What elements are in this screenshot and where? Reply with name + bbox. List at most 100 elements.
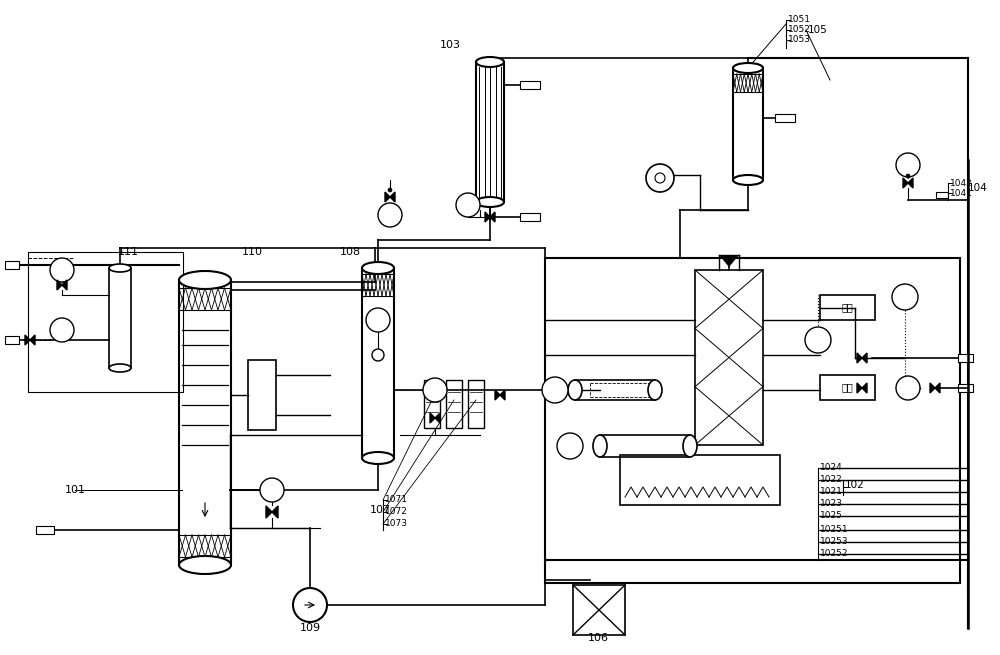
Bar xyxy=(5,261,19,269)
Text: LI: LI xyxy=(551,386,559,394)
Text: 1022: 1022 xyxy=(820,476,843,485)
Circle shape xyxy=(423,378,447,402)
Text: 1041: 1041 xyxy=(950,189,973,198)
Text: BI: BI xyxy=(814,335,822,345)
Circle shape xyxy=(646,164,674,192)
Polygon shape xyxy=(430,413,435,423)
Text: 1023: 1023 xyxy=(820,500,843,508)
Ellipse shape xyxy=(372,349,384,361)
Polygon shape xyxy=(908,178,913,188)
Text: 1072: 1072 xyxy=(385,508,408,517)
Text: 110: 110 xyxy=(242,247,263,257)
Bar xyxy=(28,252,183,392)
Text: PC: PC xyxy=(56,265,68,274)
Text: 10253: 10253 xyxy=(820,538,849,546)
Bar xyxy=(620,455,780,505)
Polygon shape xyxy=(719,255,739,267)
Bar xyxy=(248,360,276,430)
Bar xyxy=(695,270,763,445)
Polygon shape xyxy=(385,192,390,202)
Bar xyxy=(36,526,54,534)
Circle shape xyxy=(896,153,920,177)
Bar xyxy=(5,336,19,344)
Polygon shape xyxy=(272,506,278,518)
Polygon shape xyxy=(57,280,62,290)
Bar xyxy=(545,258,960,583)
Circle shape xyxy=(805,327,831,353)
Polygon shape xyxy=(30,335,35,345)
Polygon shape xyxy=(390,192,395,202)
Text: 101: 101 xyxy=(64,485,86,495)
Bar xyxy=(958,384,973,392)
Ellipse shape xyxy=(362,262,394,274)
Bar xyxy=(936,192,948,198)
Text: FI: FI xyxy=(374,316,382,324)
Text: LC: LC xyxy=(463,200,473,210)
Ellipse shape xyxy=(733,175,763,185)
Circle shape xyxy=(50,258,74,282)
Ellipse shape xyxy=(179,556,231,574)
Text: 105: 105 xyxy=(808,25,828,35)
Text: PC: PC xyxy=(902,160,914,170)
Polygon shape xyxy=(62,280,67,290)
Circle shape xyxy=(655,173,665,183)
Text: 111: 111 xyxy=(118,247,139,257)
Ellipse shape xyxy=(476,57,504,67)
Ellipse shape xyxy=(593,435,607,457)
Text: 1051: 1051 xyxy=(788,16,811,24)
Ellipse shape xyxy=(683,435,697,457)
Text: 102: 102 xyxy=(845,480,865,490)
Text: 1042: 1042 xyxy=(950,179,973,187)
Polygon shape xyxy=(857,383,862,393)
Bar xyxy=(424,380,440,428)
Bar xyxy=(775,114,795,122)
Text: 106: 106 xyxy=(588,633,608,643)
Bar xyxy=(468,380,484,428)
Polygon shape xyxy=(490,212,495,222)
Text: 1071: 1071 xyxy=(385,495,408,504)
Ellipse shape xyxy=(476,197,504,207)
Text: 1052: 1052 xyxy=(788,26,811,35)
Polygon shape xyxy=(435,413,440,423)
Circle shape xyxy=(892,284,918,310)
Circle shape xyxy=(896,376,920,400)
Circle shape xyxy=(388,188,392,192)
Text: LI: LI xyxy=(566,441,574,451)
Text: 109: 109 xyxy=(299,623,321,633)
Text: PC: PC xyxy=(902,383,914,392)
Polygon shape xyxy=(266,506,272,518)
Text: 联锁: 联锁 xyxy=(841,302,853,312)
Ellipse shape xyxy=(648,380,662,400)
Circle shape xyxy=(293,588,327,622)
Polygon shape xyxy=(935,383,940,393)
Bar xyxy=(520,81,540,89)
Polygon shape xyxy=(857,353,862,363)
Circle shape xyxy=(366,308,390,332)
Text: 108: 108 xyxy=(340,247,361,257)
Ellipse shape xyxy=(362,452,394,464)
Text: LC: LC xyxy=(267,485,277,495)
Polygon shape xyxy=(25,335,30,345)
Text: 10251: 10251 xyxy=(820,525,849,534)
Bar xyxy=(820,375,875,400)
Text: 1024: 1024 xyxy=(820,464,843,472)
Circle shape xyxy=(557,433,583,459)
Polygon shape xyxy=(500,390,505,400)
Text: 1053: 1053 xyxy=(788,35,811,45)
Polygon shape xyxy=(485,212,490,222)
Circle shape xyxy=(50,318,74,342)
Circle shape xyxy=(906,174,910,178)
Text: PC: PC xyxy=(56,326,68,335)
Text: 104: 104 xyxy=(968,183,988,193)
Ellipse shape xyxy=(568,380,582,400)
Text: 1025: 1025 xyxy=(820,512,843,521)
Polygon shape xyxy=(862,353,867,363)
Text: LC: LC xyxy=(430,386,440,394)
Text: 联锁: 联锁 xyxy=(841,382,853,392)
Bar xyxy=(520,213,540,221)
Text: 1021: 1021 xyxy=(820,487,843,496)
Circle shape xyxy=(378,203,402,227)
Polygon shape xyxy=(862,383,867,393)
Text: TC: TC xyxy=(900,293,910,301)
Circle shape xyxy=(456,193,480,217)
